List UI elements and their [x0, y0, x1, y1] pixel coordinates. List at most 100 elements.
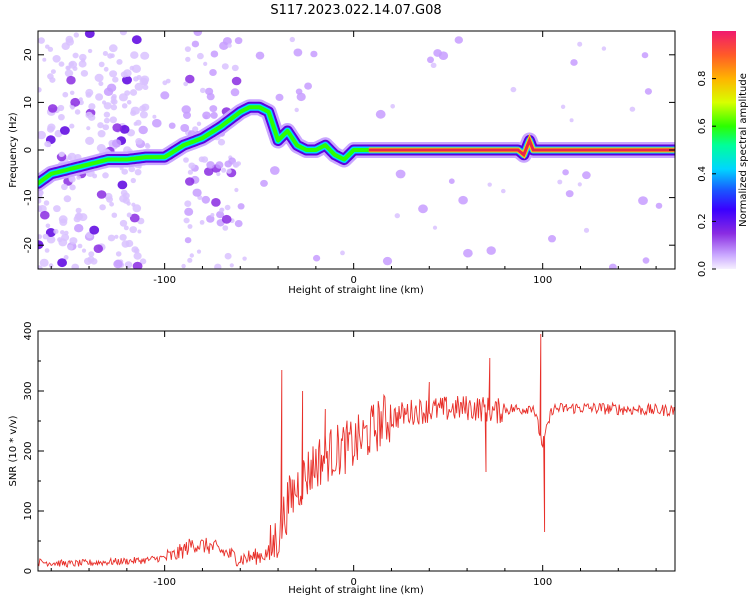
- noise-blob: [185, 56, 191, 62]
- noise-blob: [134, 82, 144, 91]
- noise-blob: [629, 106, 636, 112]
- noise-blob: [126, 100, 132, 105]
- noise-blob: [69, 123, 75, 129]
- noise-blob: [209, 105, 218, 113]
- noise-blob: [117, 180, 128, 190]
- noise-blob: [90, 258, 98, 265]
- noise-blob: [224, 204, 231, 211]
- noise-blob: [128, 166, 136, 173]
- noise-blob: [111, 94, 117, 99]
- noise-blob: [137, 229, 142, 234]
- noise-blob: [139, 111, 148, 119]
- noise-blob: [80, 70, 89, 77]
- noise-blob: [601, 46, 607, 51]
- noise-blob: [210, 111, 218, 119]
- noise-blob: [139, 258, 147, 265]
- noise-blob: [46, 235, 56, 244]
- noise-blob: [45, 228, 56, 237]
- noise-blob: [121, 103, 128, 109]
- noise-blob: [69, 237, 78, 245]
- noise-blob: [184, 207, 194, 216]
- noise-blob: [39, 258, 49, 267]
- noise-blob: [132, 261, 143, 269]
- noise-blob: [142, 84, 149, 91]
- noise-blob: [133, 252, 142, 260]
- noise-blob: [79, 53, 87, 61]
- noise-blob: [110, 104, 118, 111]
- noise-blob: [78, 97, 83, 102]
- noise-blob: [96, 144, 106, 153]
- snr-marks: [38, 333, 675, 568]
- noise-blob: [188, 162, 196, 169]
- noise-blob: [47, 123, 56, 132]
- x-tick-label: 0: [350, 577, 356, 588]
- noise-blob: [112, 123, 122, 132]
- noise-blob: [63, 255, 69, 260]
- noise-blob: [432, 225, 438, 230]
- noise-blob: [42, 57, 47, 62]
- noise-blob: [340, 250, 345, 256]
- noise-blob: [185, 74, 195, 84]
- noise-blob: [202, 111, 211, 120]
- spectrogram-ylabel: Frequency (Hz): [8, 112, 19, 188]
- noise-blob: [50, 69, 56, 74]
- figure-title: S117.2023.022.14.07.G08: [270, 3, 441, 18]
- x-tick-label: 0: [350, 275, 356, 286]
- noise-blob: [114, 234, 119, 239]
- x-tick-label: -100: [153, 275, 176, 286]
- noise-blob: [94, 73, 104, 82]
- noise-blob: [196, 121, 202, 127]
- noise-blob: [97, 122, 104, 129]
- noise-blob: [66, 75, 76, 85]
- noise-blob: [565, 190, 574, 198]
- colorbar-label: Normalized spectral amplitude: [738, 73, 749, 227]
- noise-blob: [123, 225, 129, 231]
- noise-blob: [196, 249, 202, 254]
- noise-blob: [234, 187, 239, 193]
- noise-blob: [65, 65, 70, 71]
- noise-blob: [201, 195, 210, 204]
- noise-blob: [85, 136, 95, 145]
- noise-blob: [74, 224, 84, 233]
- noise-blob: [139, 105, 147, 112]
- noise-blob: [131, 64, 141, 74]
- noise-blob: [152, 118, 162, 128]
- noise-blob: [433, 49, 442, 57]
- noise-blob: [382, 256, 393, 266]
- noise-blob: [109, 202, 114, 207]
- snr-series-line: [38, 333, 675, 568]
- noise-blob: [52, 55, 61, 63]
- noise-blob: [60, 230, 65, 235]
- noise-blob: [583, 227, 590, 233]
- noise-blob: [310, 50, 318, 58]
- noise-blob: [189, 253, 194, 258]
- noise-blob: [109, 44, 118, 53]
- noise-blob: [644, 88, 653, 95]
- noise-blob: [187, 257, 193, 263]
- noise-blob: [577, 41, 583, 47]
- noise-blob: [418, 204, 428, 214]
- snr-xlabel: Height of straight line (km): [288, 585, 424, 596]
- noise-blob: [463, 248, 473, 258]
- noise-blob: [65, 35, 74, 44]
- y-tick-label: 0: [23, 147, 34, 153]
- noise-blob: [92, 173, 98, 179]
- colorbar-tick-label: 0.2: [697, 213, 708, 229]
- y-tick-label: 10: [23, 96, 34, 109]
- noise-blob: [181, 263, 186, 269]
- noise-blob: [458, 195, 468, 205]
- noise-blob: [107, 234, 116, 242]
- noise-blob: [221, 167, 227, 173]
- noise-blob: [206, 92, 215, 101]
- noise-blob: [293, 48, 303, 57]
- noise-blob: [81, 248, 87, 253]
- noise-blob: [121, 168, 128, 175]
- noise-blob: [181, 105, 191, 114]
- noise-blob: [222, 225, 229, 231]
- noise-blob: [201, 156, 209, 163]
- noise-blob: [59, 151, 65, 157]
- noise-blob: [38, 198, 42, 204]
- noise-blob: [231, 64, 239, 72]
